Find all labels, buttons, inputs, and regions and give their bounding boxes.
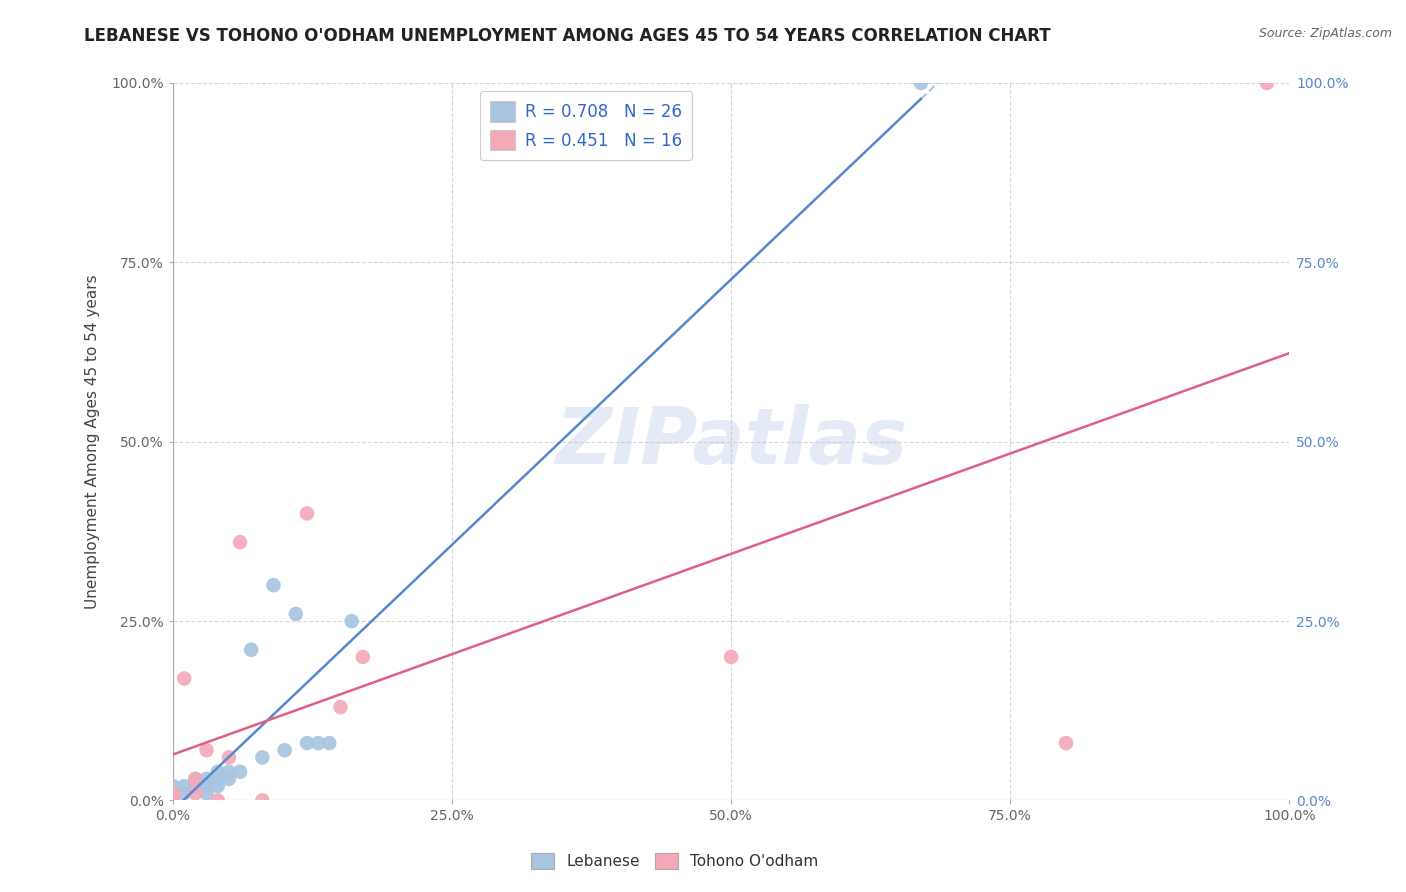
Point — [184, 779, 207, 793]
Point — [207, 772, 229, 786]
Point — [1256, 76, 1278, 90]
Point — [162, 786, 184, 800]
Point — [173, 672, 195, 686]
Legend: Lebanese, Tohono O'odham: Lebanese, Tohono O'odham — [524, 847, 825, 875]
Point — [162, 793, 184, 807]
Point — [218, 772, 240, 786]
Point — [195, 743, 218, 757]
Text: LEBANESE VS TOHONO O'ODHAM UNEMPLOYMENT AMONG AGES 45 TO 54 YEARS CORRELATION CH: LEBANESE VS TOHONO O'ODHAM UNEMPLOYMENT … — [84, 27, 1050, 45]
Point — [162, 786, 184, 800]
Point — [1054, 736, 1077, 750]
Point — [229, 764, 252, 779]
Point — [329, 700, 352, 714]
Point — [295, 736, 318, 750]
Point — [240, 642, 263, 657]
Point — [252, 750, 274, 764]
Point — [720, 649, 742, 664]
Y-axis label: Unemployment Among Ages 45 to 54 years: Unemployment Among Ages 45 to 54 years — [86, 275, 100, 609]
Point — [207, 793, 229, 807]
Point — [184, 772, 207, 786]
Text: Source: ZipAtlas.com: Source: ZipAtlas.com — [1258, 27, 1392, 40]
Point — [162, 779, 184, 793]
Point — [162, 793, 184, 807]
Point — [352, 649, 374, 664]
Legend: R = 0.708   N = 26, R = 0.451   N = 16: R = 0.708 N = 26, R = 0.451 N = 16 — [479, 91, 692, 161]
Point — [307, 736, 329, 750]
Point — [910, 76, 932, 90]
Point — [195, 786, 218, 800]
Point — [340, 614, 363, 628]
Point — [195, 779, 218, 793]
Point — [184, 772, 207, 786]
Text: ZIPatlas: ZIPatlas — [555, 404, 907, 480]
Point — [318, 736, 340, 750]
Point — [218, 764, 240, 779]
Point — [195, 772, 218, 786]
Point — [295, 507, 318, 521]
Point — [284, 607, 307, 621]
Point — [207, 779, 229, 793]
Point — [263, 578, 285, 592]
Point — [273, 743, 295, 757]
Point — [218, 750, 240, 764]
Point — [184, 786, 207, 800]
Point — [173, 779, 195, 793]
Point — [173, 786, 195, 800]
Point — [207, 764, 229, 779]
Point — [252, 793, 274, 807]
Point — [229, 535, 252, 549]
